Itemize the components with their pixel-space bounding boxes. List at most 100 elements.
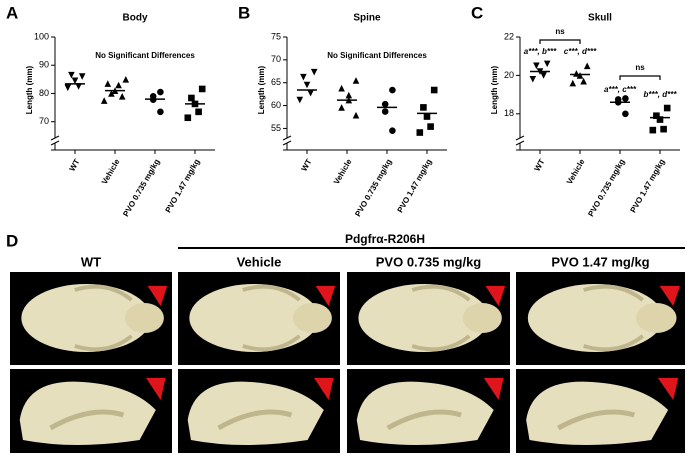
point	[381, 108, 389, 115]
point	[78, 73, 86, 80]
y-tick-label: 18	[504, 108, 514, 118]
point	[423, 113, 431, 120]
x-tick-label: PVO 1.47 mg/kg	[396, 157, 434, 214]
skull-top	[358, 284, 489, 352]
point	[296, 96, 304, 104]
y-tick-label: 65	[271, 77, 281, 87]
panel-label: A	[6, 3, 18, 22]
marker-arrow	[146, 378, 166, 400]
y-axis-label: Length (mm)	[490, 65, 499, 114]
chart-title: Skull	[588, 13, 612, 24]
point	[420, 104, 427, 111]
y-tick-label: 70	[39, 116, 49, 126]
x-tick-label: PVO 1.47 mg/kg	[164, 157, 202, 214]
axis-break	[50, 140, 60, 146]
y-tick-label: 75	[271, 31, 281, 41]
y-tick-label: 70	[271, 54, 281, 64]
skull-jaw	[557, 409, 636, 431]
panel-label: D	[6, 231, 18, 250]
point	[108, 90, 115, 97]
skull-jaw	[49, 409, 125, 431]
annotation: b***, d***	[644, 90, 678, 99]
skull-arch	[74, 284, 133, 352]
point	[352, 111, 360, 119]
marker-arrow	[315, 286, 336, 306]
point	[543, 60, 551, 68]
skull-jaw	[386, 409, 462, 431]
column-label: WT	[81, 254, 101, 269]
marker-arrow	[659, 286, 680, 306]
point	[583, 62, 591, 70]
point	[622, 110, 629, 118]
y-tick-label: 22	[504, 31, 514, 41]
column-label: PVO 1.47 mg/kg	[551, 254, 649, 269]
x-tick-label: WT	[533, 157, 547, 172]
annotation: c***, d***	[564, 47, 597, 56]
point	[580, 77, 587, 85]
marker-arrow	[485, 286, 506, 306]
annotation: a***, b***	[524, 47, 557, 56]
point	[157, 108, 164, 116]
x-tick-label: PVO 0.735 mg/kg	[586, 157, 626, 218]
marker-arrow	[657, 378, 679, 400]
skull-arch	[583, 284, 644, 352]
point	[195, 108, 202, 116]
point	[653, 112, 660, 120]
point	[75, 83, 82, 90]
point	[656, 116, 664, 123]
x-tick-label: WT	[300, 157, 314, 172]
point	[68, 71, 75, 79]
point	[300, 73, 307, 81]
x-tick-label: PVO 1.47 mg/kg	[629, 157, 667, 214]
skull-top	[527, 284, 664, 352]
skull-top	[21, 284, 151, 352]
point	[540, 72, 547, 79]
y-tick-label: 100	[34, 31, 49, 41]
axis-break	[515, 135, 525, 141]
point	[122, 76, 130, 83]
marker-arrow	[483, 378, 504, 400]
column-label: PVO 0.735 mg/kg	[376, 254, 482, 269]
axis-break	[282, 135, 292, 141]
point	[188, 94, 195, 102]
point	[310, 68, 318, 76]
point	[303, 81, 311, 89]
point	[389, 86, 396, 94]
point	[71, 77, 79, 85]
y-tick-label: 90	[39, 60, 49, 70]
x-tick-label: PVO 0.735 mg/kg	[121, 157, 161, 218]
y-axis-label: Length (mm)	[25, 65, 34, 114]
point	[100, 97, 108, 104]
x-tick-label: Vehicle	[565, 157, 587, 186]
point	[533, 62, 540, 70]
x-tick-label: Vehicle	[332, 157, 354, 186]
skull-snout	[462, 303, 502, 333]
panel-d: WT Vehicle PVO 0.735 mg/kg PVO 1.47 mg/kg	[10, 254, 685, 453]
axis-break	[50, 135, 60, 141]
point	[307, 89, 314, 97]
group-label: Pdgfrα-R206H	[345, 232, 425, 246]
y-tick-label: 20	[504, 70, 514, 80]
annotation: No Significant Differences	[327, 51, 427, 60]
chart-title: Spine	[353, 13, 381, 24]
point	[389, 127, 396, 135]
point	[184, 114, 192, 122]
point	[649, 126, 657, 134]
point	[157, 88, 164, 96]
marker-arrow	[314, 378, 334, 400]
panel-label: B	[238, 3, 250, 22]
annotation: a***, c***	[604, 85, 637, 94]
point	[118, 92, 126, 100]
skull-jaw	[217, 409, 293, 431]
skull-snout	[293, 303, 332, 333]
column-label: Vehicle	[237, 254, 282, 269]
panel-label: C	[471, 3, 483, 22]
marker-arrow	[147, 286, 168, 306]
skull-arch	[411, 284, 471, 352]
point	[381, 100, 389, 108]
point	[663, 104, 671, 112]
point	[569, 79, 577, 87]
annotation: ns	[555, 27, 565, 36]
chart-title: Body	[123, 13, 148, 24]
